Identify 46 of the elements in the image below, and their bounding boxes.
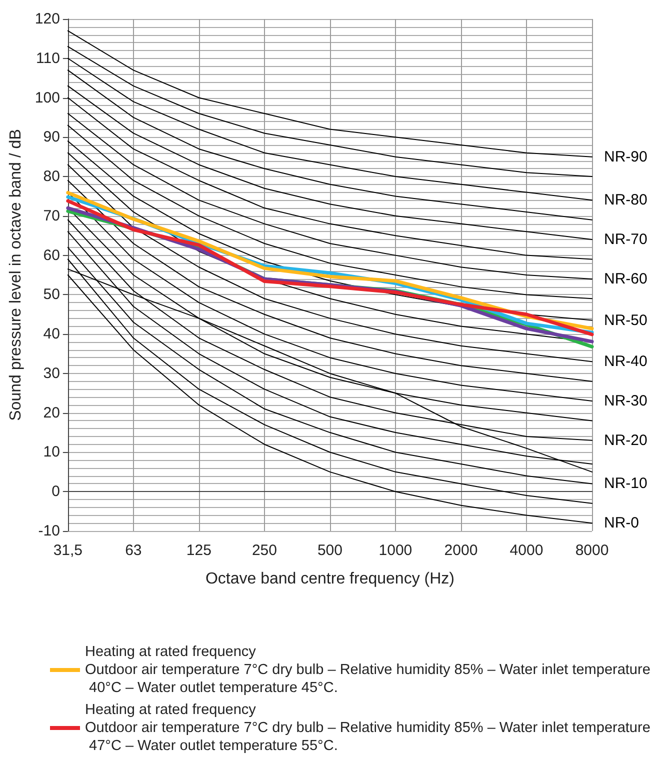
y-tick-label: 80 [43, 168, 60, 186]
y-tick-label: 10 [43, 444, 60, 461]
line-series [67, 164, 592, 362]
line-series [67, 30, 592, 158]
line-series [67, 58, 592, 201]
series-label: NR-70 [604, 231, 648, 248]
y-tick-label: 20 [43, 404, 60, 422]
y-tick-label: 90 [43, 128, 60, 146]
x-tick-label: 1000 [378, 542, 412, 559]
y-tick-label: 100 [34, 89, 60, 106]
y-tick-label: 60 [43, 246, 60, 264]
y-tick-label: 0 [52, 483, 60, 500]
y-tick-label: 70 [43, 207, 60, 224]
y-tick-label: 110 [36, 50, 60, 67]
y-axis-title: Sound pressure level in octave band / dB [8, 129, 24, 421]
line-series [67, 85, 592, 240]
x-tick-label: 8000 [575, 542, 609, 559]
x-axis-title: Octave band centre frequency (Hz) [205, 570, 454, 588]
x-tick-label: 125 [186, 542, 212, 559]
x-tick-label: 2000 [444, 542, 478, 559]
x-tick-label: 4000 [510, 542, 544, 559]
series-label: NR-10 [604, 475, 648, 492]
series-label: NR-0 [604, 514, 640, 532]
series-label: NR-50 [604, 312, 648, 329]
x-tick-label: 250 [252, 542, 277, 559]
legend-label: Heating at rated frequency Outdoor air temperature 7°C dry bulb – Relative humidity 85% – Water inlet temperature 47°C – Water outlet temperature 55°C. [85, 702, 650, 754]
legend-label: Heating at rated frequency Outdoor air temperature 7°C dry bulb – Relative humidity 85% – Water inlet temperature 40°C – Water outlet temperature 45°C. [85, 644, 650, 696]
x-tick-label: 63 [125, 542, 142, 559]
y-tick-label: 30 [43, 364, 60, 382]
series-label: NR-40 [604, 353, 648, 370]
x-tick-label: 500 [317, 542, 342, 559]
series-label: NR-60 [604, 270, 648, 288]
line-series [67, 97, 592, 260]
line-series [67, 46, 592, 178]
line-series [67, 124, 592, 300]
y-tick-label: 120 [34, 10, 60, 28]
series-label: NR-80 [604, 192, 648, 209]
y-tick-label: 50 [43, 286, 60, 304]
line-series [67, 113, 592, 280]
y-tick-label: 40 [43, 326, 60, 343]
series-label: NR-30 [604, 392, 648, 410]
y-tick-label: -10 [38, 522, 60, 540]
series-label: NR-20 [604, 432, 648, 449]
line-series [67, 70, 592, 220]
x-tick-label: 31,5 [53, 542, 83, 559]
series-label: NR-90 [604, 148, 648, 166]
